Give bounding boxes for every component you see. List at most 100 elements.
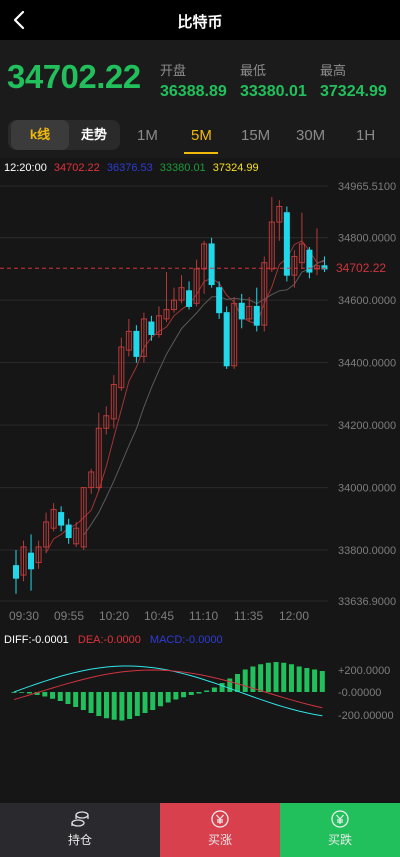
- candle-body: [13, 565, 19, 579]
- timeframe-1h[interactable]: 1H: [356, 127, 376, 144]
- macd-bar: [165, 692, 171, 703]
- candle-body: [103, 415, 110, 429]
- macd-bar: [173, 692, 179, 700]
- macd-bar: [111, 692, 117, 720]
- candle-body: [223, 312, 230, 367]
- macd-bar: [250, 666, 256, 692]
- page-title: 比特币: [177, 14, 223, 31]
- macd-bar: [142, 692, 148, 713]
- candle-body: [246, 305, 253, 320]
- macd-legend: DIFF:-0.0001 DEA:-0.0000 MACD:-0.0000: [4, 634, 229, 646]
- macd-bar: [50, 692, 56, 699]
- candle-body: [88, 471, 95, 489]
- macd-bar: [235, 674, 241, 692]
- macd-bar: [227, 678, 233, 692]
- ohlc-time: 12:20:00: [4, 162, 47, 174]
- candle-body: [186, 290, 193, 307]
- macd-bar: [80, 692, 86, 710]
- macd-diff-label: DIFF:-0.0001: [4, 634, 69, 646]
- candlestick-chart[interactable]: 12:20:00 34702.22 36376.53 33380.01 3732…: [0, 158, 400, 803]
- timeframe-15m[interactable]: 15M: [241, 127, 271, 144]
- macd-tick-label: -0.00000: [338, 687, 381, 699]
- candle-body: [283, 212, 290, 276]
- tab-kline[interactable]: k线: [11, 120, 69, 150]
- macd-bar: [242, 669, 248, 692]
- x-tick-label: 10:20: [99, 609, 129, 623]
- macd-bar: [157, 692, 163, 707]
- x-tick-label: 09:55: [54, 609, 84, 623]
- macd-bar: [204, 690, 210, 692]
- macd-bar: [211, 687, 217, 692]
- candle-body: [125, 330, 132, 351]
- chart-mode-toggle: k线 走势: [8, 120, 120, 150]
- y-tick-label: 34400.0000: [338, 358, 396, 370]
- macd-bar: [42, 692, 48, 697]
- candle-body: [298, 243, 305, 264]
- candle-body: [201, 243, 208, 270]
- hold-button[interactable]: 持仓: [0, 803, 160, 857]
- macd-bar: [134, 692, 140, 716]
- macd-bar: [57, 692, 63, 701]
- macd-bar: [273, 662, 279, 692]
- tab-trend[interactable]: 走势: [80, 127, 107, 142]
- open-label: 开盘: [160, 63, 187, 78]
- buy-up-label: 买涨: [207, 833, 232, 847]
- low-label: 最低: [240, 63, 267, 78]
- macd-bar: [65, 692, 71, 704]
- buy-down-button[interactable]: 买跌: [280, 803, 400, 857]
- low-value: 33380.01: [240, 83, 307, 100]
- macd-bar: [281, 662, 287, 692]
- macd-bar: [265, 662, 271, 692]
- candle-body: [95, 427, 102, 489]
- chart-canvas: 34965.5100 34800.0000 34600.0000 34400.0000…: [0, 181, 396, 722]
- macd-value-label: MACD:-0.0000: [149, 634, 223, 646]
- macd-bar: [181, 692, 187, 698]
- candle-body: [148, 321, 155, 336]
- x-tick-label: 11:10: [189, 609, 218, 623]
- macd-bar: [258, 664, 264, 692]
- ohlc-open: 34702.22: [53, 162, 100, 174]
- candle-body: [253, 305, 260, 326]
- y-tick-label: 34200.0000: [338, 420, 396, 432]
- coins-icon: [71, 811, 89, 827]
- macd-bar: [188, 692, 194, 695]
- active-timeframe-indicator: [184, 152, 218, 154]
- macd-dea-line: [13, 669, 323, 709]
- buy-up-button[interactable]: 买涨: [160, 803, 280, 857]
- open-value: 36388.89: [160, 83, 227, 100]
- candle-body: [238, 302, 245, 320]
- timeframe-5m[interactable]: 5M: [191, 127, 212, 144]
- candle-body: [171, 299, 177, 311]
- macd-bar: [150, 692, 156, 710]
- macd-bar: [119, 692, 125, 721]
- macd-bar: [296, 666, 302, 692]
- candle-body: [155, 315, 162, 336]
- candle-body: [261, 262, 268, 326]
- candle-body: [20, 546, 27, 576]
- yen-down-icon: [331, 810, 349, 828]
- candle-body: [306, 249, 313, 273]
- chart-tabs: k线 走势 1M 5M 15M 30M 1H: [0, 112, 400, 158]
- y-tick-label: 34965.5100: [338, 181, 396, 193]
- ohlc-low: 33380.01: [159, 162, 206, 174]
- candle-body: [276, 205, 283, 223]
- high-value: 37324.99: [320, 83, 387, 100]
- timeframe-1m[interactable]: 1M: [137, 127, 158, 144]
- macd-bar: [304, 668, 310, 692]
- bottom-action-bar: 持仓 买涨 买跌: [0, 803, 400, 857]
- candle-body: [163, 309, 170, 320]
- candle-body: [268, 221, 275, 270]
- price-summary: 34702.22 开盘 36388.89 最低 33380.01 最高 3732…: [0, 40, 400, 112]
- macd-tick-label: +200.0000: [338, 665, 390, 677]
- timeframe-30m[interactable]: 30M: [296, 127, 326, 144]
- hold-label: 持仓: [67, 833, 92, 847]
- ohlc-legend: 12:20:00 34702.22 36376.53 33380.01 3732…: [4, 162, 263, 174]
- ohlc-ma: 36376.53: [106, 162, 153, 174]
- macd-bar: [196, 692, 202, 694]
- macd-bar: [11, 692, 17, 693]
- yen-up-icon: [211, 810, 229, 828]
- macd-bar: [73, 692, 79, 707]
- chevron-left-icon[interactable]: [8, 8, 32, 32]
- candle-body: [110, 384, 117, 420]
- macd-bar: [312, 669, 318, 692]
